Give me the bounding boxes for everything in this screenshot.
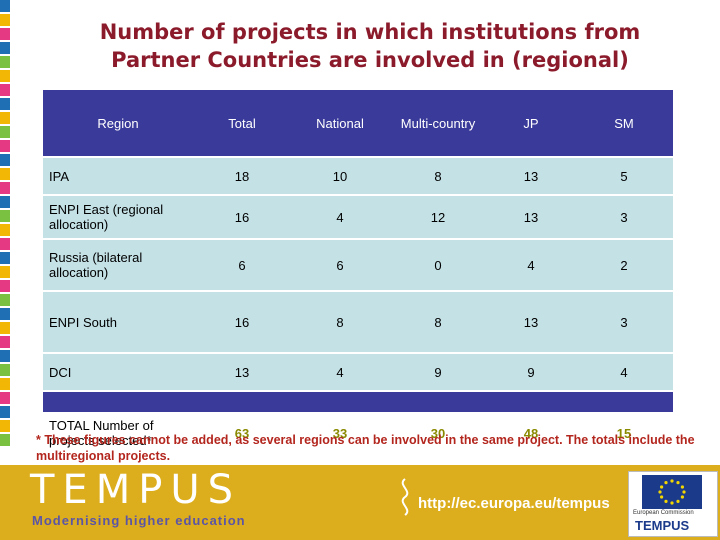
tempus-logo-text: TEMPUS (30, 467, 242, 513)
sm-cell: 4 (575, 354, 673, 392)
multi-country-cell: 9 (389, 354, 487, 392)
header-multi-country: Multi-country (389, 90, 487, 158)
table-total-row: TOTAL Number of projects selected* 63 33… (43, 414, 673, 454)
region-cell: ENPI South (43, 292, 193, 354)
total-cell: 16 (193, 196, 291, 240)
header-national: National (291, 90, 389, 158)
national-cell: 6 (291, 240, 389, 292)
table-row: IPA 18 10 8 13 5 (43, 158, 673, 196)
table-row: ENPI East (regional allocation) 16 4 12 … (43, 196, 673, 240)
multi-country-cell: 0 (389, 240, 487, 292)
sm-cell: 3 (575, 196, 673, 240)
jp-cell: 13 (487, 196, 575, 240)
region-cell: Russia (bilateral allocation) (43, 240, 193, 292)
eu-logo: European Commission TEMPUS (628, 471, 718, 537)
table-row: Russia (bilateral allocation) 6 6 0 4 2 (43, 240, 673, 292)
total-row-jp: 48 (487, 414, 575, 454)
eu-name-label: European Commission (633, 510, 694, 516)
sm-cell: 2 (575, 240, 673, 292)
table-row: DCI 13 4 9 9 4 (43, 354, 673, 392)
multi-country-cell: 8 (389, 158, 487, 196)
title-line-2: Partner Countries are involved in (regio… (111, 48, 629, 72)
multi-country-cell: 12 (389, 196, 487, 240)
total-cell: 18 (193, 158, 291, 196)
page-title: Number of projects in which institutions… (20, 18, 720, 74)
total-cell: 13 (193, 354, 291, 392)
total-row-total: 63 (193, 414, 291, 454)
total-row-sm: 15 (575, 414, 673, 454)
total-cell: 16 (193, 292, 291, 354)
table-separator-row (43, 392, 673, 414)
national-cell: 4 (291, 354, 389, 392)
total-row-multi-country: 30 (389, 414, 487, 454)
national-cell: 8 (291, 292, 389, 354)
jp-cell: 13 (487, 292, 575, 354)
region-cell: DCI (43, 354, 193, 392)
header-jp: JP (487, 90, 575, 158)
total-row-national: 33 (291, 414, 389, 454)
multi-country-cell: 8 (389, 292, 487, 354)
total-row-label: TOTAL Number of projects selected* (43, 414, 193, 454)
jp-cell: 4 (487, 240, 575, 292)
sm-cell: 5 (575, 158, 673, 196)
table-header-row: Region Total National Multi-country JP S… (43, 90, 673, 158)
eu-flag-icon (642, 475, 702, 509)
title-line-1: Number of projects in which institutions… (99, 20, 641, 44)
decorative-color-strip (0, 0, 14, 465)
eu-tempus-label: TEMPUS (635, 518, 690, 533)
footer-banner: TEMPUS Modernising higher education http… (0, 465, 720, 540)
header-region: Region (43, 90, 193, 158)
swirl-icon (401, 478, 409, 516)
national-cell: 4 (291, 196, 389, 240)
projects-table: Region Total National Multi-country JP S… (43, 90, 673, 454)
total-cell: 6 (193, 240, 291, 292)
table-row: ENPI South 16 8 8 13 3 (43, 292, 673, 354)
header-total: Total (193, 90, 291, 158)
region-cell: IPA (43, 158, 193, 196)
header-sm: SM (575, 90, 673, 158)
website-link[interactable]: http://ec.europa.eu/tempus (418, 495, 610, 512)
sm-cell: 3 (575, 292, 673, 354)
national-cell: 10 (291, 158, 389, 196)
footnote: * These figures cannot be added, as seve… (36, 433, 695, 463)
jp-cell: 9 (487, 354, 575, 392)
region-cell: ENPI East (regional allocation) (43, 196, 193, 240)
tagline: Modernising higher education (32, 513, 246, 528)
jp-cell: 13 (487, 158, 575, 196)
